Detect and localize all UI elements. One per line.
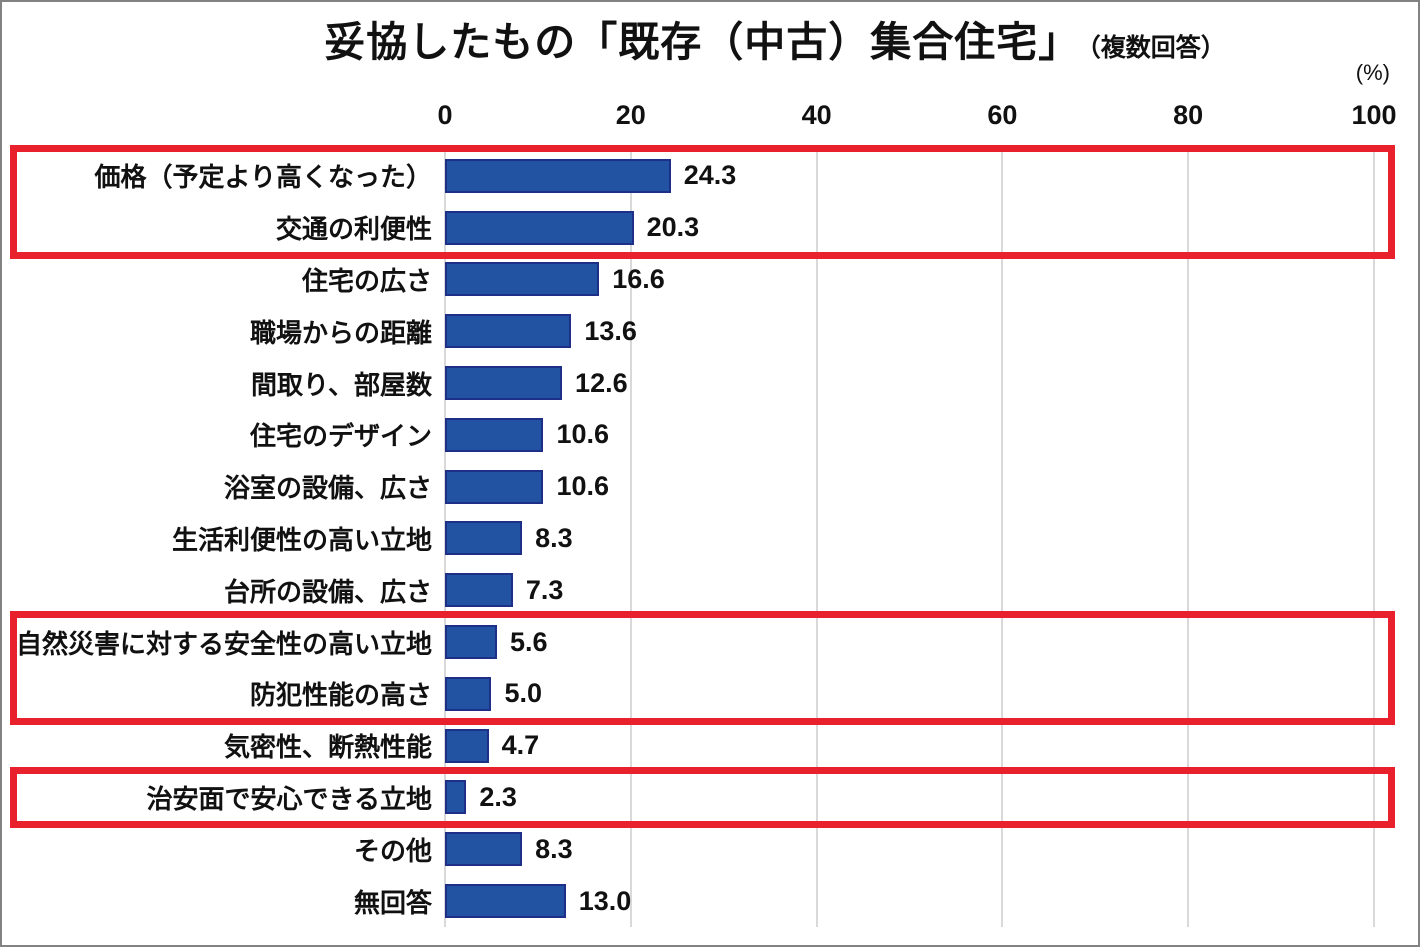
value-label: 10.6 (556, 419, 610, 450)
x-tick-label: 0 (437, 100, 453, 130)
gridline (1373, 150, 1375, 927)
bar-zone: 7.3 (445, 564, 1374, 616)
x-axis-ticks: 0 20 40 60 80 100 (437, 100, 1396, 136)
bar (445, 314, 572, 349)
bar-row: 職場からの距離 13.6 (2, 305, 1374, 357)
bar-row: 住宅の広さ 16.6 (2, 254, 1374, 306)
x-tick-label: 40 (801, 100, 832, 130)
value-label: 13.0 (578, 885, 632, 916)
bar-zone: 10.6 (445, 461, 1374, 513)
category-label: 職場からの距離 (249, 317, 432, 348)
x-tick-label: 100 (1351, 100, 1397, 130)
category-label: 台所の設備、広さ (223, 576, 432, 607)
unit-label-percent: (%) (1355, 60, 1390, 85)
category-label: 治安面で安心できる立地 (146, 783, 432, 814)
bar (445, 469, 544, 504)
bar-row: 台所の設備、広さ 7.3 (2, 564, 1374, 616)
bar-row: その他 8.3 (2, 823, 1374, 875)
bar-rows: 価格（予定より高くなった） 24.3 交通の利便性 20.3 住宅の広さ 16.6 職場から… (2, 150, 1374, 927)
x-tick-label: 80 (1173, 100, 1204, 130)
bar (445, 573, 513, 608)
bar-row: 生活利便性の高い立地 8.3 (2, 513, 1374, 565)
bar-row: 価格（予定より高くなった） 24.3 (2, 150, 1374, 202)
bar-zone: 12.6 (445, 357, 1374, 409)
value-label: 2.3 (479, 781, 517, 812)
x-tick-label: 60 (987, 100, 1018, 130)
chart-title-main: 妥協したもの「既存（中古）集合住宅」 (324, 19, 1081, 65)
bar-zone: 13.6 (445, 305, 1374, 357)
value-label: 5.0 (504, 678, 542, 709)
bar (445, 780, 467, 815)
value-label: 13.6 (584, 315, 637, 346)
bar (445, 366, 563, 401)
bar-zone: 8.3 (445, 823, 1374, 875)
value-label: 12.6 (575, 367, 628, 398)
value-label: 10.6 (556, 471, 610, 502)
bar-row: 浴室の設備、広さ 10.6 (2, 461, 1374, 513)
bar (445, 728, 489, 763)
value-label: 7.3 (525, 574, 564, 605)
bar-row: 防犯性能の高さ 5.0 (2, 668, 1374, 720)
category-label: 気密性、断熱性能 (223, 732, 432, 763)
bar-row: 間取り、部屋数 12.6 (2, 357, 1374, 409)
category-label: 住宅の広さ (301, 265, 432, 296)
bar-zone: 4.7 (445, 720, 1374, 772)
chart-title-suffix: （複数回答） (1088, 34, 1226, 62)
bar-zone: 24.3 (445, 150, 1374, 202)
bar (445, 676, 492, 711)
bar-zone: 20.3 (445, 202, 1374, 254)
bar-zone: 2.3 (445, 772, 1374, 824)
bar-row: 無回答 13.0 (2, 875, 1374, 927)
category-label: 無回答 (353, 887, 432, 918)
bar-zone: 5.6 (445, 616, 1374, 668)
bar (445, 210, 634, 245)
category-label: 間取り、部屋数 (251, 369, 432, 400)
bar-zone: 16.6 (445, 254, 1374, 306)
value-label: 5.6 (510, 626, 548, 657)
value-label: 4.7 (501, 730, 540, 761)
category-label: 生活利便性の高い立地 (171, 524, 432, 555)
bar (445, 417, 544, 452)
bar (445, 521, 523, 556)
value-label: 8.3 (535, 522, 573, 553)
category-label: 浴室の設備、広さ (223, 473, 432, 504)
bar-row: 交通の利便性 20.3 (2, 202, 1374, 254)
gridline (815, 150, 818, 927)
chart-title: 妥協したもの「既存（中古）集合住宅」 （複数回答） (132, 8, 1418, 68)
value-label: 20.3 (646, 212, 700, 243)
gridline (1187, 150, 1190, 927)
bar-zone: 5.0 (445, 668, 1374, 720)
value-label: 24.3 (683, 160, 737, 191)
bar-row: 治安面で安心できる立地 2.3 (2, 772, 1374, 824)
bar-row: 自然災害に対する安全性の高い立地 5.6 (2, 616, 1374, 668)
category-label: 価格（予定より高くなった） (94, 162, 432, 193)
bar (445, 158, 671, 193)
value-label: 8.3 (535, 833, 573, 864)
bar-zone: 8.3 (445, 513, 1374, 565)
bar-zone: 10.6 (445, 409, 1374, 461)
bar-zone: 13.0 (445, 875, 1374, 927)
category-label: 自然災害に対する安全性の高い立地 (15, 628, 432, 659)
category-label: その他 (353, 835, 432, 866)
gridline (629, 150, 632, 927)
bar (445, 625, 498, 660)
category-label: 住宅のデザイン (249, 421, 432, 452)
x-tick-label: 20 (615, 100, 646, 130)
gridline (1001, 150, 1004, 927)
value-label: 16.6 (612, 263, 665, 294)
bar-row: 気密性、断熱性能 4.7 (2, 720, 1374, 772)
bar (445, 884, 566, 919)
bar-row: 住宅のデザイン 10.6 (2, 409, 1374, 461)
category-label: 防犯性能の高さ (249, 680, 432, 711)
bar (445, 832, 523, 867)
category-label: 交通の利便性 (275, 214, 432, 245)
bar (445, 262, 600, 297)
